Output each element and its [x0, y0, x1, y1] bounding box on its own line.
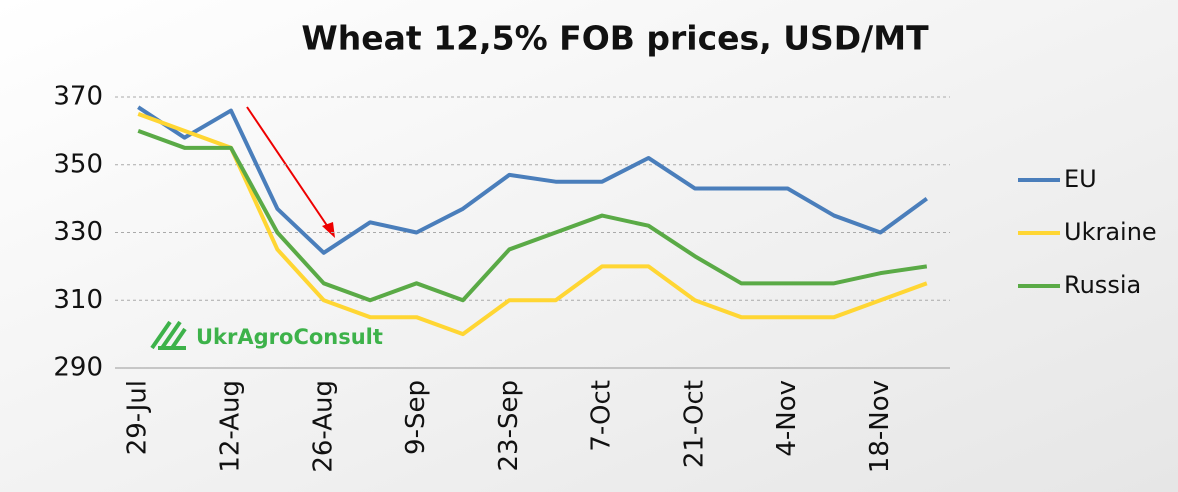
x-tick-label: 9-Sep	[401, 380, 431, 455]
series-line	[137, 105, 928, 255]
x-tick-label: 29-Jul	[123, 380, 153, 455]
logo: UkrAgroConsult	[196, 325, 383, 349]
x-tick-label: 4-Nov	[772, 380, 802, 457]
x-tick-label: 7-Oct	[587, 380, 617, 452]
legend-label: EU	[1064, 165, 1097, 193]
x-tick-label: 12-Aug	[215, 380, 245, 473]
y-tick-label: 330	[53, 217, 103, 247]
x-tick-label: 23-Sep	[494, 380, 524, 471]
legend-label: Ukraine	[1064, 218, 1157, 246]
series-line	[137, 128, 928, 303]
arrow	[246, 106, 331, 231]
y-tick-label: 290	[53, 353, 103, 383]
x-tick-label: 21-Oct	[679, 380, 709, 468]
chart-title: Wheat 12,5% FOB prices, USD/MT	[301, 19, 929, 58]
arrow-head	[322, 222, 335, 238]
y-tick-label: 370	[53, 82, 103, 112]
logo-icon	[150, 320, 187, 350]
x-tick-label: 18-Nov	[865, 380, 895, 473]
legend-label: Russia	[1064, 271, 1141, 299]
series-line	[137, 112, 928, 337]
y-tick-label: 350	[53, 149, 103, 179]
x-tick-label: 26-Aug	[308, 380, 338, 473]
y-tick-label: 310	[53, 285, 103, 315]
